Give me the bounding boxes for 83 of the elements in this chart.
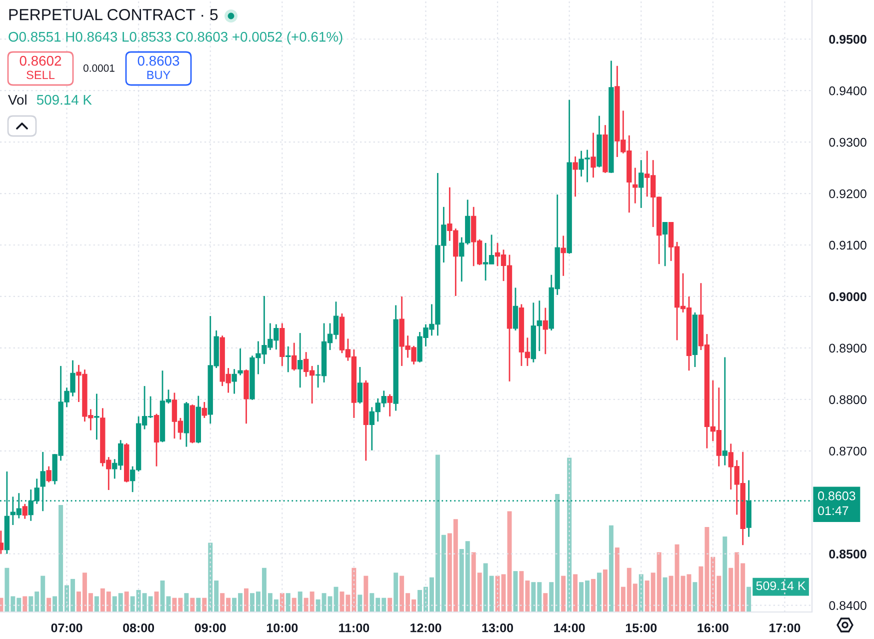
candlestick [722,356,728,466]
bar [202,598,207,612]
candlestick [292,342,297,372]
bar [573,574,578,612]
candlestick [590,132,596,178]
bar [394,572,398,612]
y-tick-label: 0.8700 [829,446,866,456]
x-tick-label: 10:00 [266,623,298,632]
bar [513,571,518,612]
bar [22,596,28,612]
bar [190,598,195,612]
candlestick [512,287,518,332]
annotation: 509.14 K [756,581,806,590]
y-tick-label: 0.9200 [829,189,866,198]
candlestick [572,156,578,198]
x-tick-label: 14:00 [554,623,585,632]
y-tick-label: 0.9300 [829,138,866,147]
x-tick-label: 15:00 [626,623,657,632]
bar [298,592,302,612]
bar [722,536,728,612]
bar [543,593,548,612]
x-tick-label: 07:00 [51,623,82,632]
y-tick-label: 0.8900 [829,344,866,353]
candlestick [238,348,243,376]
bar [364,576,368,612]
candlestick [357,366,363,404]
bar [662,577,668,612]
text: O0.8551 H0.8643 L0.8533 C0.8603 +0.0052 (+0.61%) [8,32,342,44]
bar [692,582,698,612]
annotation: 509.14 K [36,94,92,105]
candlestick [232,368,237,394]
candlestick [202,401,207,419]
candlestick [560,235,566,277]
bar [154,592,159,612]
y-tick-label: 0.8800 [829,395,866,404]
bar [597,572,602,612]
y-tick-label: 0.9100 [829,240,866,250]
bar [388,598,392,612]
candlestick [632,167,638,204]
ref-line-label: 0.8603 01:47 [818,491,856,516]
bar [184,593,189,612]
candlestick [638,159,644,209]
y-tick-label: 0.9400 [829,86,866,96]
bar [244,588,248,612]
y-tick-label: 0.8400 [829,601,866,610]
bar [638,574,644,612]
candlestick [387,394,392,418]
bar [567,458,572,612]
chart-title: PERPETUAL CONTRACT · 5 [9,8,218,20]
annotation: 0.0001 [83,64,114,72]
bar [358,594,362,612]
bar [561,576,566,612]
x-tick-label: 17:00 [770,623,800,632]
bar [608,525,614,612]
bar [746,586,752,612]
candlestick [22,503,28,520]
y-tick-label: 0.8500 [829,550,866,558]
bar [602,570,608,612]
x-tick-label: 13:00 [482,623,514,632]
candlestick [542,307,548,355]
annotation: SELL [26,70,55,80]
candlestick [662,222,668,267]
bar [286,593,290,612]
candlestick [46,466,52,483]
candlestick [298,332,303,388]
x-tick-label: 08:00 [123,623,154,632]
x-tick-label: 09:00 [194,623,226,632]
bar [196,598,201,612]
bar [591,578,596,612]
bar [46,598,52,612]
chart-title: Vol [8,94,26,105]
bar [124,592,129,612]
bar [94,596,99,612]
candlestick [94,393,100,440]
x-tick-label: 16:00 [698,623,728,632]
y-tick-label: 0.9000 [829,292,866,302]
bar [292,598,296,612]
annotation: BUY [147,70,170,80]
x-tick-label: 11:00 [339,623,370,632]
annotation: 0.8603 [138,56,180,66]
annotation: 0.8602 [20,56,62,66]
x-tick-label: 12:00 [410,623,442,632]
y-tick-label: 0.9500 [829,34,866,44]
